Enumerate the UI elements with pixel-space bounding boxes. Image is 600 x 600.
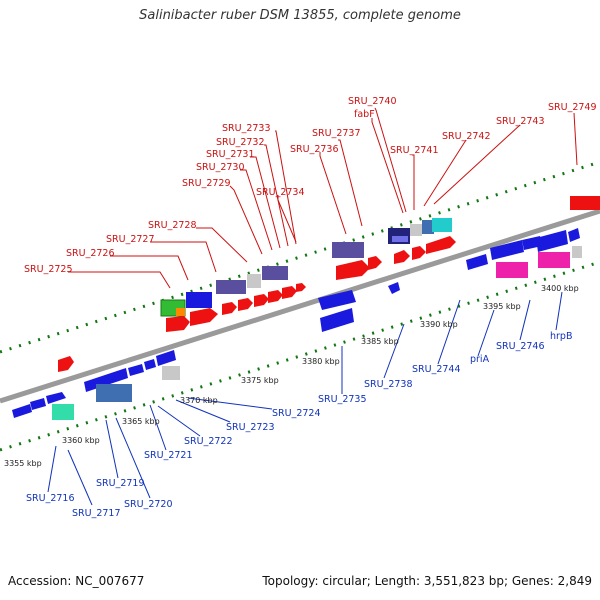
gene-label: SRU_2725 [24, 264, 73, 275]
gene-label: SRU_2728 [148, 220, 197, 231]
top-leader-lines [68, 107, 578, 289]
pink-gene [538, 252, 570, 268]
blue-gene [388, 282, 400, 294]
bottom-gene-labels: SRU_2716 SRU_2717 SRU_2719 SRU_2720 SRU_… [26, 331, 572, 519]
gene-label: SRU_2726 [66, 248, 115, 259]
accession-text: Accession: NC_007677 [8, 574, 145, 588]
gene-label: SRU_2717 [72, 508, 121, 519]
red-gene [238, 298, 253, 311]
red-gene [222, 302, 237, 315]
gene-label: SRU_2740 [348, 96, 397, 107]
gene-label: SRU_2749 [548, 102, 597, 113]
red-gene [296, 283, 306, 292]
gene-label: SRU_2742 [442, 131, 491, 142]
red-gene [190, 308, 218, 326]
gene-label: SRU_2738 [364, 379, 413, 390]
blue-gene [536, 230, 568, 252]
gray-gene [162, 366, 180, 380]
summary-text: Topology: circular; Length: 3,551,823 bp… [262, 574, 592, 588]
tick-label: 3385 kbp [361, 337, 399, 346]
gene-label: SRU_2721 [144, 450, 193, 461]
tick-label: 3355 kbp [4, 459, 42, 468]
gene-label: SRU_2732 [216, 137, 265, 148]
blue-gene [84, 368, 128, 392]
gene-label: hrpB [550, 331, 572, 342]
red-gene [368, 256, 382, 270]
blue-gene [46, 392, 66, 404]
pink-gene [496, 262, 528, 278]
tick-label: 3380 kbp [302, 357, 340, 366]
gray-gene [247, 274, 261, 288]
orange-gene [176, 308, 185, 316]
top-gene-labels: SRU_2725 SRU_2726 SRU_2727 SRU_2728 SRU_… [24, 96, 597, 275]
blue-gene [186, 292, 212, 308]
blue-gene [466, 254, 488, 270]
blue-gene [568, 228, 580, 242]
axis-ticks: 3355 kbp 3360 kbp 3365 kbp 3370 kbp 3375… [4, 284, 579, 468]
red-gene [394, 250, 410, 264]
gene-label: SRU_2735 [318, 394, 367, 405]
gene-label: fabF [354, 109, 375, 120]
gene-label: SRU_2729 [182, 178, 231, 189]
tick-label: 3375 kbp [241, 376, 279, 385]
tick-label: 3365 kbp [122, 417, 160, 426]
red-gene [254, 294, 269, 307]
blue-gene [12, 404, 32, 418]
map-title: Salinibacter ruber DSM 13855, complete g… [139, 8, 461, 23]
blue-gene [30, 398, 46, 410]
tick-label: 3395 kbp [483, 302, 521, 311]
gene-label: SRU_2743 [496, 116, 545, 127]
gene-label: SRU_2731 [206, 149, 255, 160]
gene-label: SRU_2720 [124, 499, 173, 510]
red-gene [570, 196, 600, 210]
tick-label: 3370 kbp [180, 396, 218, 405]
blue-gene [144, 359, 156, 370]
purple-gene [332, 242, 364, 258]
blue-gene [320, 308, 354, 332]
red-gene [268, 290, 283, 303]
steel-gene [96, 384, 132, 402]
gene-label: SRU_2741 [390, 145, 439, 156]
red-gene [58, 356, 74, 372]
blue-gene [156, 350, 176, 366]
blue-gene [490, 240, 524, 260]
gene-label: SRU_2736 [290, 144, 339, 155]
purple-gene [262, 266, 288, 280]
gene-label: SRU_2722 [184, 436, 233, 447]
gene-label: SRU_2727 [106, 234, 155, 245]
red-gene [412, 246, 426, 260]
red-gene [166, 316, 190, 332]
red-gene [426, 236, 456, 254]
tick-label: 3360 kbp [62, 436, 100, 445]
gene-label: SRU_2733 [222, 123, 271, 134]
blue-gene [128, 364, 144, 376]
gene-label: SRU_2719 [96, 478, 145, 489]
gene-label: SRU_2716 [26, 493, 75, 504]
gene-label: priA [470, 354, 490, 365]
cyan-gene [432, 218, 452, 232]
bottom-leader-lines [47, 291, 563, 506]
gene-label: SRU_2730 [196, 162, 245, 173]
gene-label: SRU_2737 [312, 128, 361, 139]
genome-backbone [0, 208, 600, 404]
purple-gene [216, 280, 246, 294]
upper-strand-features [58, 196, 600, 372]
steel-gene [422, 220, 434, 234]
gene-label: SRU_2723 [226, 422, 275, 433]
gene-label: SRU_2744 [412, 364, 461, 375]
gene-label: SRU_2724 [272, 408, 321, 419]
red-gene [282, 286, 297, 299]
red-gene [336, 260, 370, 280]
blue-gene [318, 290, 356, 310]
blue-gene [392, 236, 408, 242]
gene-label: SRU_2734 [256, 187, 305, 198]
gray-gene [572, 246, 582, 258]
gene-label: SRU_2746 [496, 341, 545, 352]
tick-label: 3400 kbp [541, 284, 579, 293]
lower-strand-features [12, 228, 582, 420]
tick-label: 3390 kbp [420, 320, 458, 329]
teal-gene [52, 404, 74, 420]
gray-gene [410, 224, 422, 236]
